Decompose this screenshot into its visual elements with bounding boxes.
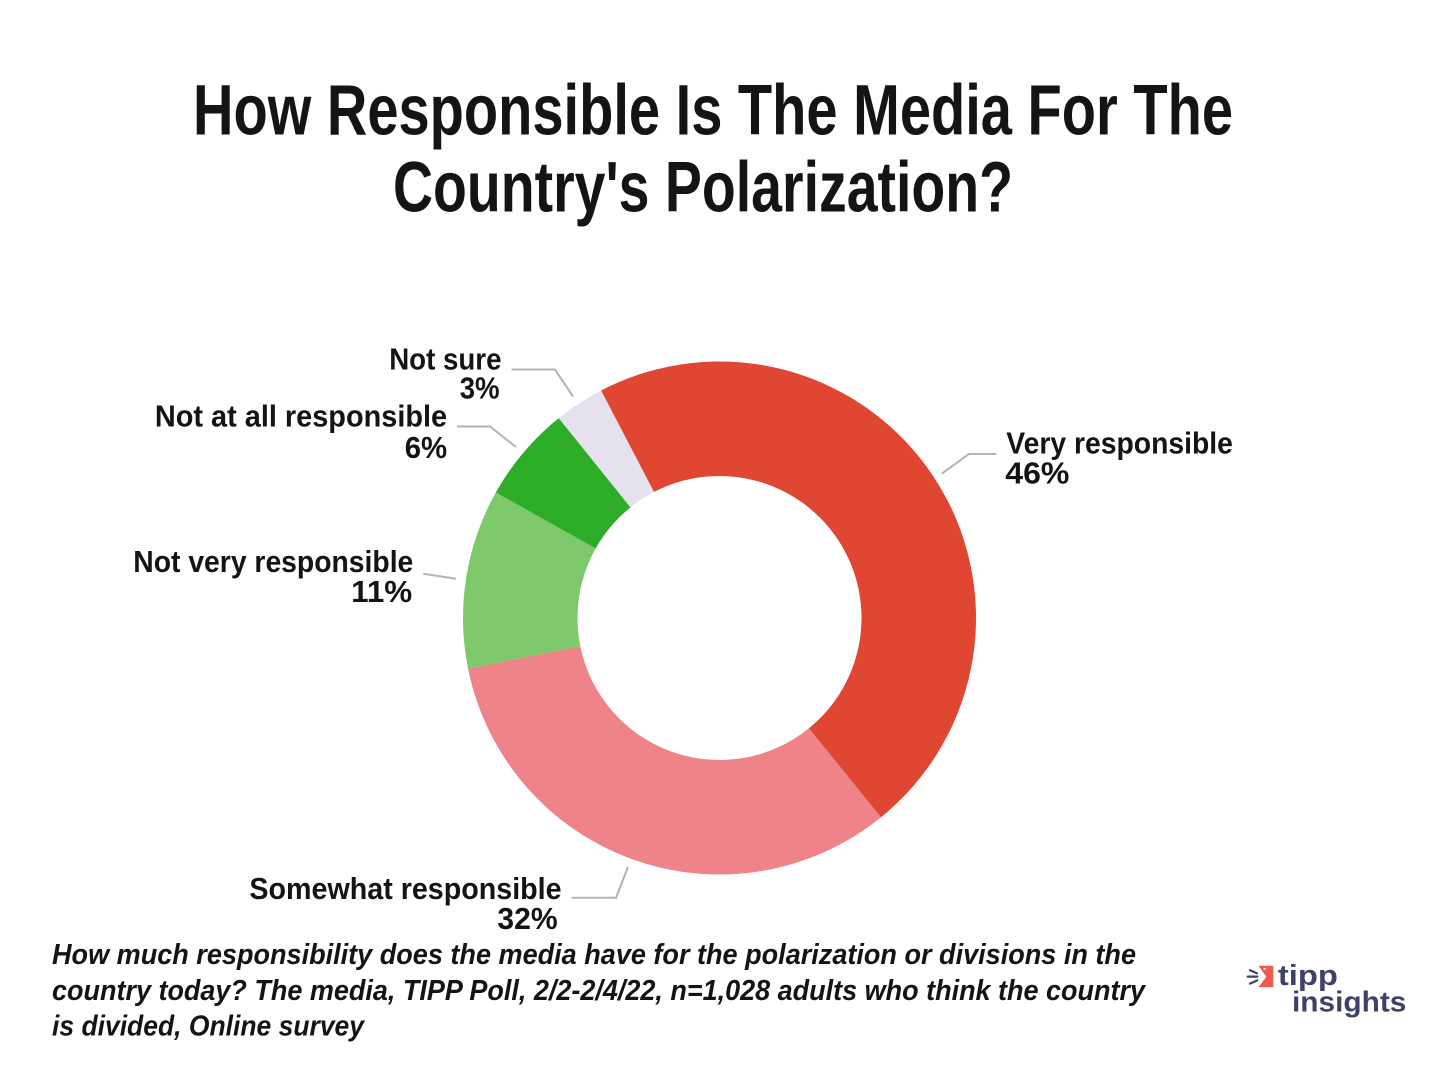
svg-text:Not at all responsible: Not at all responsible [155, 399, 447, 434]
svg-text:tipp: tipp [1278, 960, 1338, 992]
svg-text:insights: insights [1292, 987, 1406, 1019]
svg-text:Country's Polarization?: Country's Polarization? [393, 149, 1013, 228]
svg-text:country today? The media, TIPP: country today? The media, TIPP Poll, 2/2… [52, 975, 1147, 1007]
svg-text:3%: 3% [460, 371, 500, 406]
svg-text:Not very responsible: Not very responsible [133, 544, 413, 579]
svg-text:How Responsible Is The Media F: How Responsible Is The Media For The [193, 72, 1233, 151]
svg-text:6%: 6% [405, 430, 447, 465]
svg-text:32%: 32% [497, 901, 557, 936]
svg-text:How much responsibility does t: How much responsibility does the media h… [52, 939, 1136, 971]
svg-text:11%: 11% [351, 574, 412, 609]
svg-text:Somewhat responsible: Somewhat responsible [249, 871, 561, 906]
svg-text:Not sure: Not sure [389, 341, 501, 376]
svg-text:is divided, Online survey: is divided, Online survey [52, 1010, 366, 1042]
svg-text:Very responsible: Very responsible [1006, 425, 1233, 460]
svg-text:46%: 46% [1005, 456, 1069, 491]
